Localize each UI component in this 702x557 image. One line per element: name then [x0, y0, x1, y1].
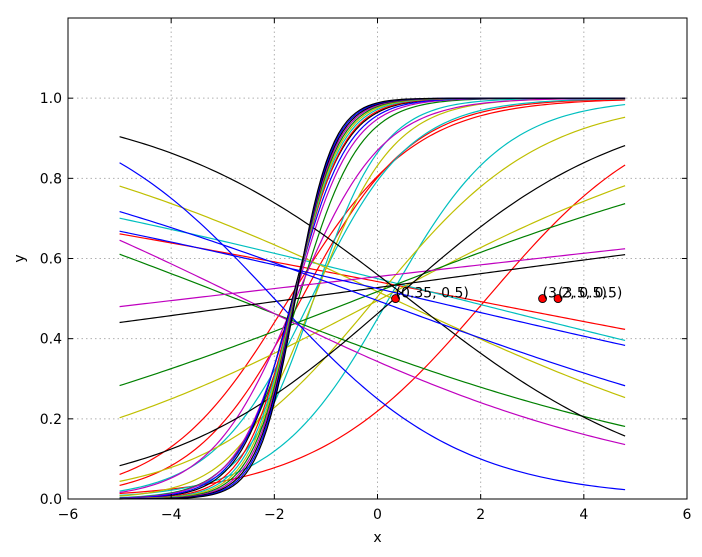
- x-tick-label: 2: [476, 507, 485, 523]
- y-tick-label: 0.2: [40, 412, 62, 428]
- series-line-6: [119, 98, 626, 492]
- x-tick-label: −2: [264, 507, 285, 523]
- x-tick-label: 4: [579, 507, 588, 523]
- series-line-24: [119, 230, 626, 346]
- series-line-13: [119, 203, 626, 387]
- series-line-12: [119, 185, 626, 399]
- series-line-25: [119, 162, 626, 491]
- x-tick-label: 6: [683, 507, 692, 523]
- point-annotation-1: (0.35, 0.5): [396, 286, 469, 302]
- data-point-3: [553, 294, 563, 303]
- x-axis-label: x: [373, 530, 381, 546]
- series-line-20: [119, 254, 626, 324]
- series-line-21: [119, 144, 626, 467]
- series-curves: [119, 97, 626, 500]
- y-tick-label: 0.8: [40, 171, 62, 187]
- series-line-14: [119, 253, 626, 428]
- series-line-26: [119, 210, 626, 387]
- data-point-1: [391, 294, 400, 303]
- series-line-2: [119, 98, 626, 486]
- series-line-17: [119, 239, 626, 446]
- x-tick-label: −4: [161, 507, 182, 523]
- y-tick-label: 0.0: [40, 492, 62, 508]
- series-line-35: [119, 97, 626, 500]
- x-tick-label: −6: [58, 507, 79, 523]
- data-point-2: [538, 294, 547, 303]
- y-tick-label: 0.6: [40, 252, 62, 268]
- y-axis-label: y: [12, 254, 28, 262]
- annotated-points: (0.35, 0.5) (3.2, 0.5)(3.5, 0.5): [391, 286, 622, 303]
- x-tick-label: 0: [373, 507, 382, 523]
- point-annotation-3: (3.5, 0.5): [558, 286, 622, 302]
- series-line-18: [119, 248, 626, 308]
- series-line-11: [119, 185, 626, 419]
- series-line-16: [119, 97, 626, 494]
- series-line-1: [119, 99, 626, 476]
- y-tick-label: 1.0: [40, 91, 62, 107]
- y-tick-label: 0.4: [40, 332, 62, 348]
- series-line-22: [119, 136, 626, 437]
- axis-ticks: −6 −4 −2 0 2 4 6 0.0 0.2 0.4 0.6 0.8 1.0: [40, 18, 692, 523]
